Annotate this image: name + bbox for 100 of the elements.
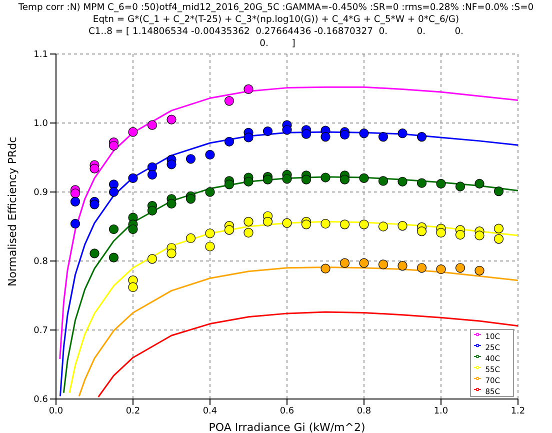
point bbox=[474, 266, 484, 276]
point bbox=[128, 282, 138, 292]
x-tick-label: 1.2 bbox=[510, 406, 526, 416]
point bbox=[282, 218, 292, 228]
point bbox=[320, 218, 330, 229]
point bbox=[224, 180, 234, 190]
point bbox=[108, 252, 119, 262]
point bbox=[301, 220, 312, 230]
y-tick-label: 0.9 bbox=[34, 188, 48, 198]
point bbox=[90, 200, 100, 210]
y-tick-label: 1.1 bbox=[34, 50, 48, 60]
point bbox=[340, 130, 350, 140]
point bbox=[244, 132, 254, 142]
y-axis-title: Normalised Efficiency PRdc bbox=[6, 136, 19, 286]
point bbox=[340, 220, 350, 230]
point bbox=[301, 129, 312, 139]
point bbox=[494, 186, 504, 196]
point bbox=[244, 176, 254, 186]
point bbox=[262, 126, 273, 136]
y-tick-label: 1.0 bbox=[34, 119, 48, 130]
point bbox=[455, 263, 466, 273]
point bbox=[70, 196, 80, 206]
point bbox=[128, 127, 138, 137]
point bbox=[147, 170, 158, 180]
point bbox=[340, 174, 350, 184]
point bbox=[282, 174, 292, 184]
x-axis-title: POA Irradiance Gi (kW/m^2) bbox=[208, 421, 366, 433]
point bbox=[186, 154, 196, 164]
point bbox=[398, 128, 408, 138]
point bbox=[128, 173, 138, 184]
point bbox=[416, 132, 427, 142]
point bbox=[494, 224, 504, 234]
point bbox=[455, 182, 466, 192]
point bbox=[224, 225, 234, 235]
point bbox=[436, 178, 446, 189]
point bbox=[378, 222, 388, 232]
point bbox=[262, 174, 273, 184]
x-tick-label: 0.4 bbox=[202, 406, 218, 416]
chart-subtitle: Eqtn = G*(C_1 + C_2*(T-25) + C_3*(np.log10(G)) + C_4*G + C_5*W + 0*C_6/G) C1..8 = [ 1.14806534 -0.00435362 0.27664436 -0.16870327 0. 0. 0. 0. ] bbox=[88, 14, 464, 50]
point bbox=[320, 264, 330, 274]
line-series bbox=[98, 311, 518, 398]
point bbox=[398, 261, 408, 271]
point bbox=[90, 248, 100, 258]
point bbox=[147, 120, 158, 130]
point bbox=[70, 218, 80, 229]
point bbox=[205, 150, 215, 160]
point bbox=[244, 216, 254, 226]
point bbox=[474, 230, 484, 240]
point bbox=[166, 160, 176, 170]
point bbox=[455, 230, 466, 240]
point bbox=[494, 234, 504, 244]
point bbox=[166, 248, 176, 258]
point bbox=[108, 224, 119, 234]
point bbox=[301, 174, 312, 184]
point bbox=[398, 221, 408, 231]
x-tick-label: 1.0 bbox=[434, 406, 448, 416]
point bbox=[244, 228, 254, 238]
point bbox=[436, 264, 446, 274]
point bbox=[205, 242, 215, 252]
point bbox=[108, 187, 119, 197]
point bbox=[186, 233, 196, 244]
y-tick-label: 0.6 bbox=[34, 395, 48, 406]
point bbox=[416, 226, 427, 236]
point bbox=[205, 228, 215, 238]
x-tick-label: 0.8 bbox=[356, 406, 372, 416]
x-tick-label: 0.0 bbox=[48, 406, 64, 416]
y-tick-label: 0.7 bbox=[34, 326, 48, 336]
point bbox=[359, 258, 369, 268]
point bbox=[90, 164, 100, 174]
point bbox=[262, 216, 273, 226]
point bbox=[320, 172, 330, 182]
point bbox=[128, 224, 138, 234]
point bbox=[474, 178, 484, 189]
point bbox=[244, 84, 254, 94]
point bbox=[166, 198, 176, 209]
point bbox=[398, 176, 408, 186]
point bbox=[378, 132, 388, 142]
point bbox=[340, 258, 350, 268]
point bbox=[359, 220, 369, 230]
point bbox=[416, 263, 427, 273]
chart-title: Temp corr :N) MPM C_6=0 :50)otf4_mid12_2016_20G_5C :GAMMA=-0.450% :SR=0 :rms=0.28% :NF=0.0% :S=0 bbox=[17, 2, 535, 14]
point bbox=[224, 96, 234, 106]
point bbox=[147, 206, 158, 216]
point bbox=[108, 140, 119, 151]
point bbox=[416, 178, 427, 188]
point bbox=[224, 136, 234, 146]
point bbox=[320, 132, 330, 142]
point bbox=[166, 114, 176, 124]
point bbox=[70, 188, 80, 198]
point bbox=[436, 228, 446, 238]
point bbox=[359, 128, 369, 138]
point bbox=[378, 260, 388, 270]
x-tick-label: 0.2 bbox=[126, 406, 140, 416]
y-tick-label: 0.8 bbox=[34, 257, 48, 268]
point bbox=[359, 173, 369, 184]
point bbox=[147, 254, 158, 264]
x-tick-label: 0.6 bbox=[280, 406, 294, 416]
point bbox=[378, 176, 388, 186]
point bbox=[205, 187, 215, 197]
point bbox=[282, 125, 292, 135]
